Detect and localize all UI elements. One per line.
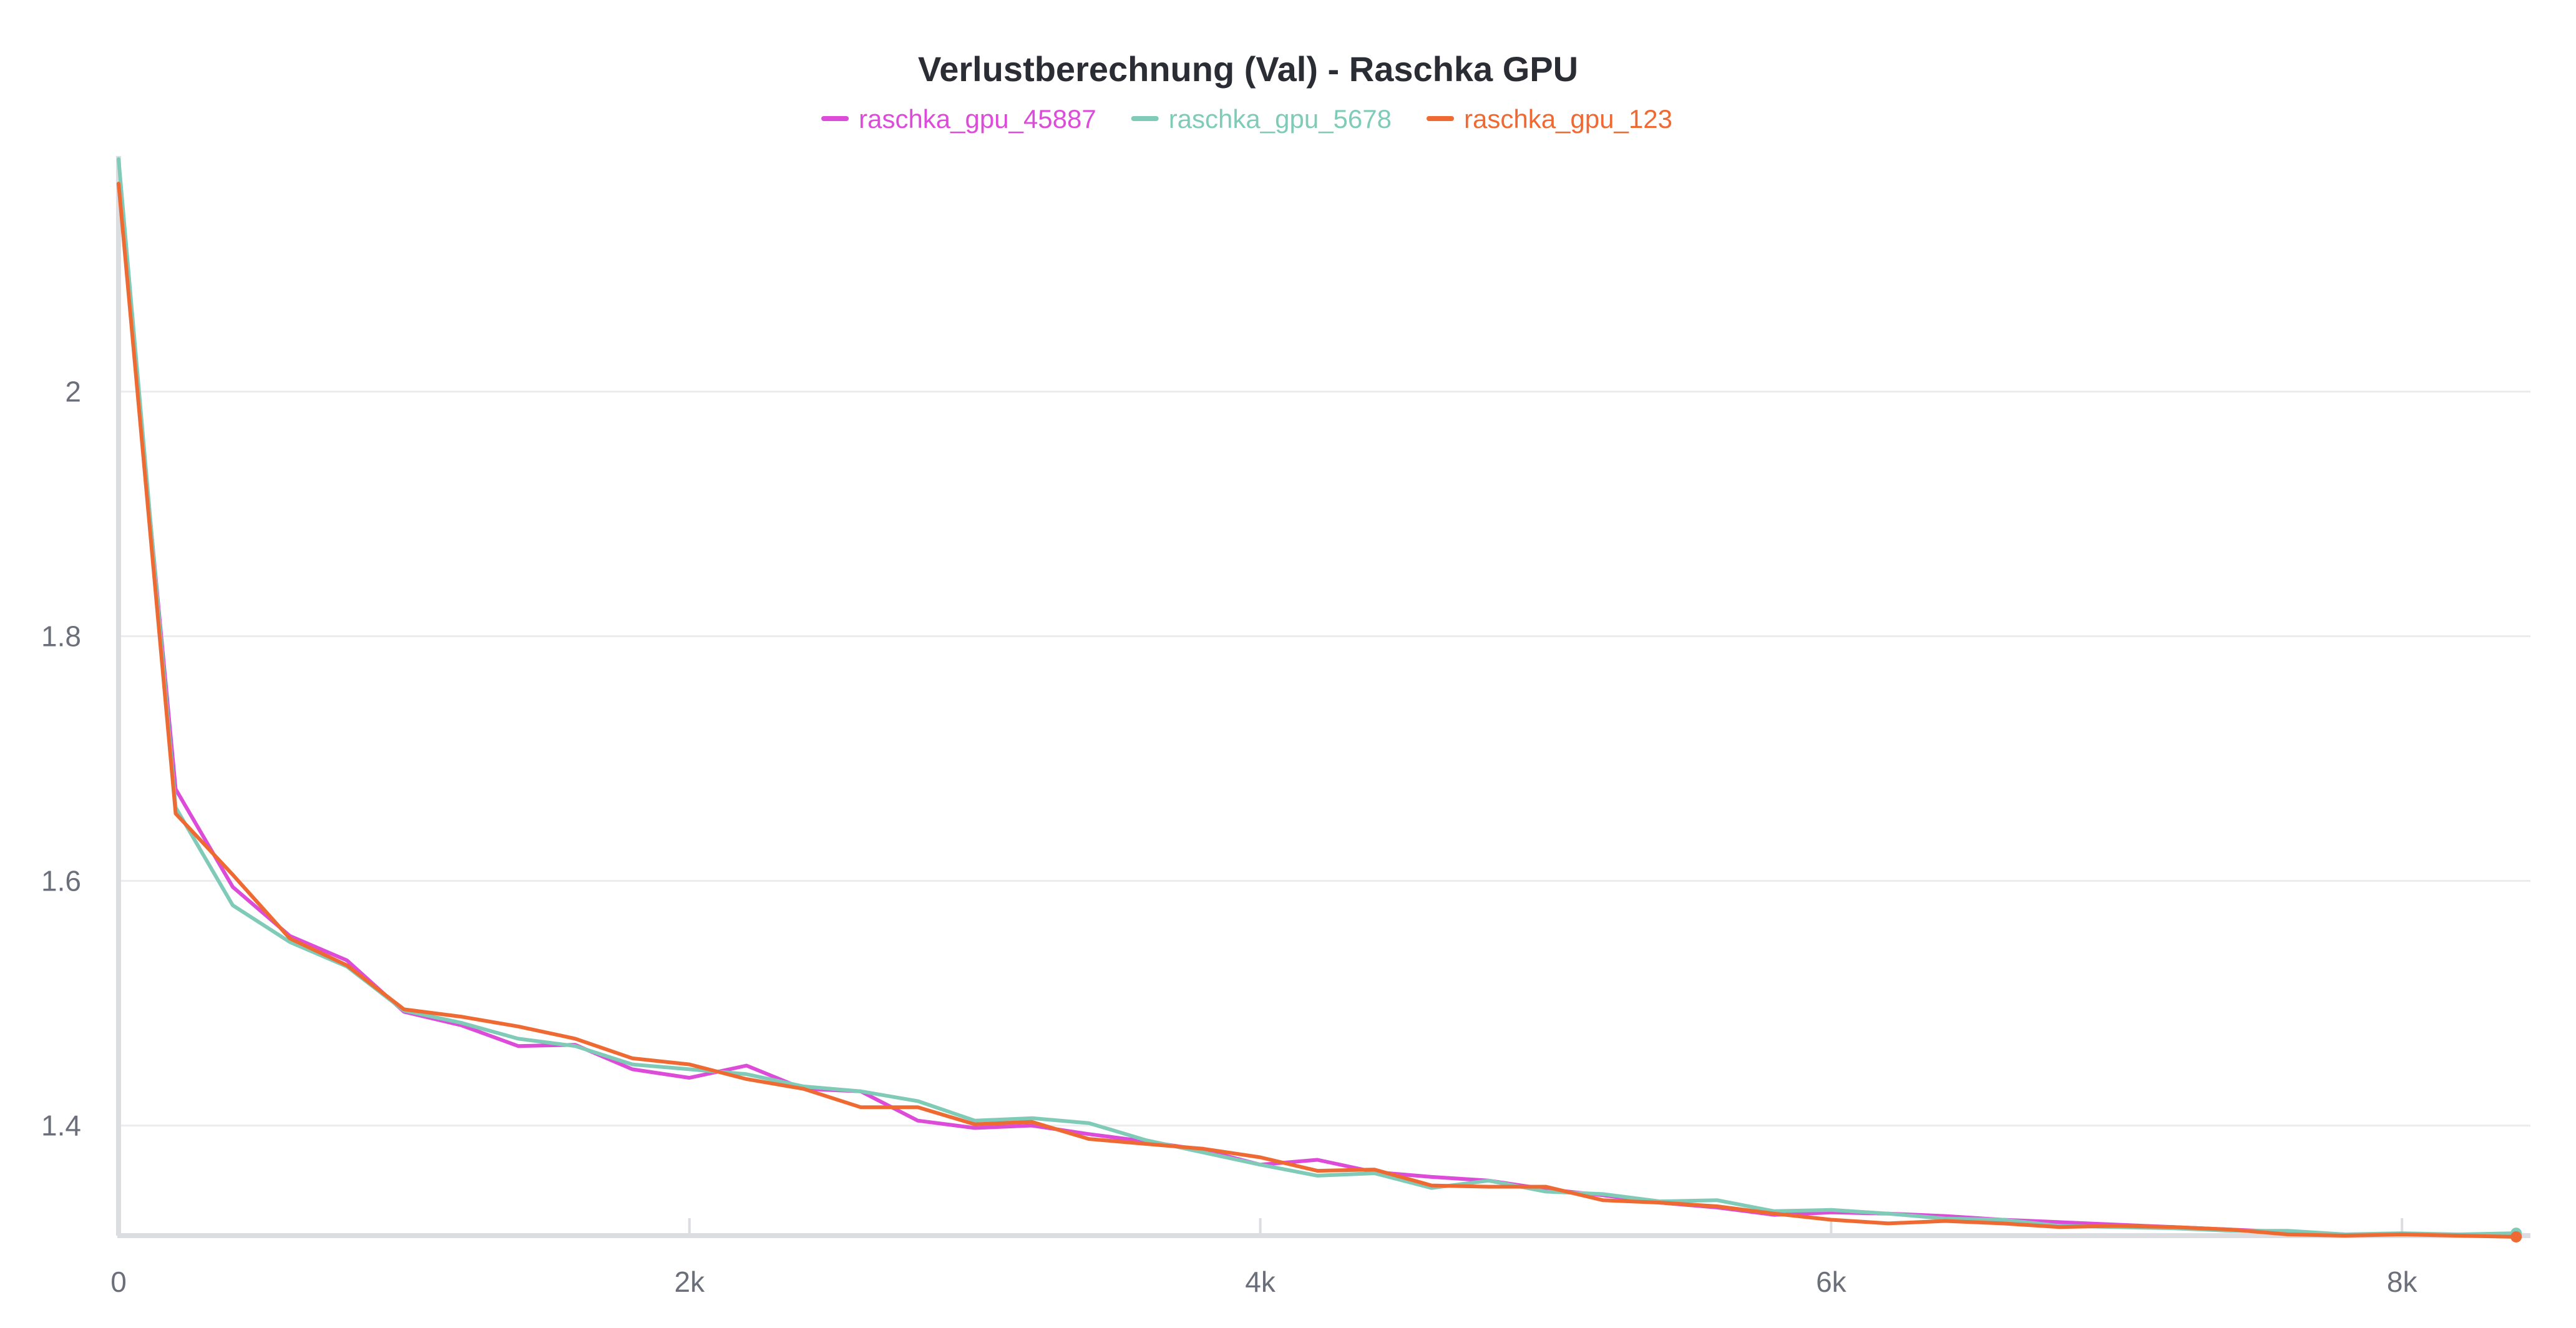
series-group [117, 157, 2522, 1243]
series-line-raschka_gpu_45887 [117, 182, 2519, 1238]
series-line-raschka_gpu_5678 [117, 157, 2519, 1236]
legend-label: raschka_gpu_45887 [859, 104, 1096, 134]
series-end-point [2510, 1231, 2522, 1243]
series-line-raschka_gpu_123 [117, 182, 2519, 1239]
legend-item: raschka_gpu_45887 [821, 104, 1096, 134]
y-tick-label: 1.8 [41, 620, 81, 652]
chart-title: Verlustberechnung (Val) - Raschka GPU [918, 49, 1578, 89]
y-tick-label: 1.4 [41, 1110, 81, 1142]
legend-label: raschka_gpu_123 [1464, 104, 1672, 134]
legend-item: raschka_gpu_5678 [1131, 104, 1392, 134]
x-tick-label: 6k [1816, 1266, 1847, 1298]
gridlines [119, 390, 2530, 1127]
legend-label: raschka_gpu_5678 [1169, 104, 1392, 134]
y-tick-label: 2 [65, 375, 81, 408]
legend-item: raschka_gpu_123 [1427, 104, 1672, 134]
axes: 1.4 1.6 1.8 2 0 2k 4k 6k 8k [41, 156, 2530, 1298]
x-tick-label: 8k [2387, 1266, 2418, 1298]
legend: raschka_gpu_45887 raschka_gpu_5678 raschka… [821, 104, 1672, 134]
x-tick-label: 2k [674, 1266, 705, 1298]
x-tick-label: 4k [1245, 1266, 1276, 1298]
x-tick-label: 0 [110, 1266, 127, 1298]
y-tick-label: 1.6 [41, 865, 81, 897]
